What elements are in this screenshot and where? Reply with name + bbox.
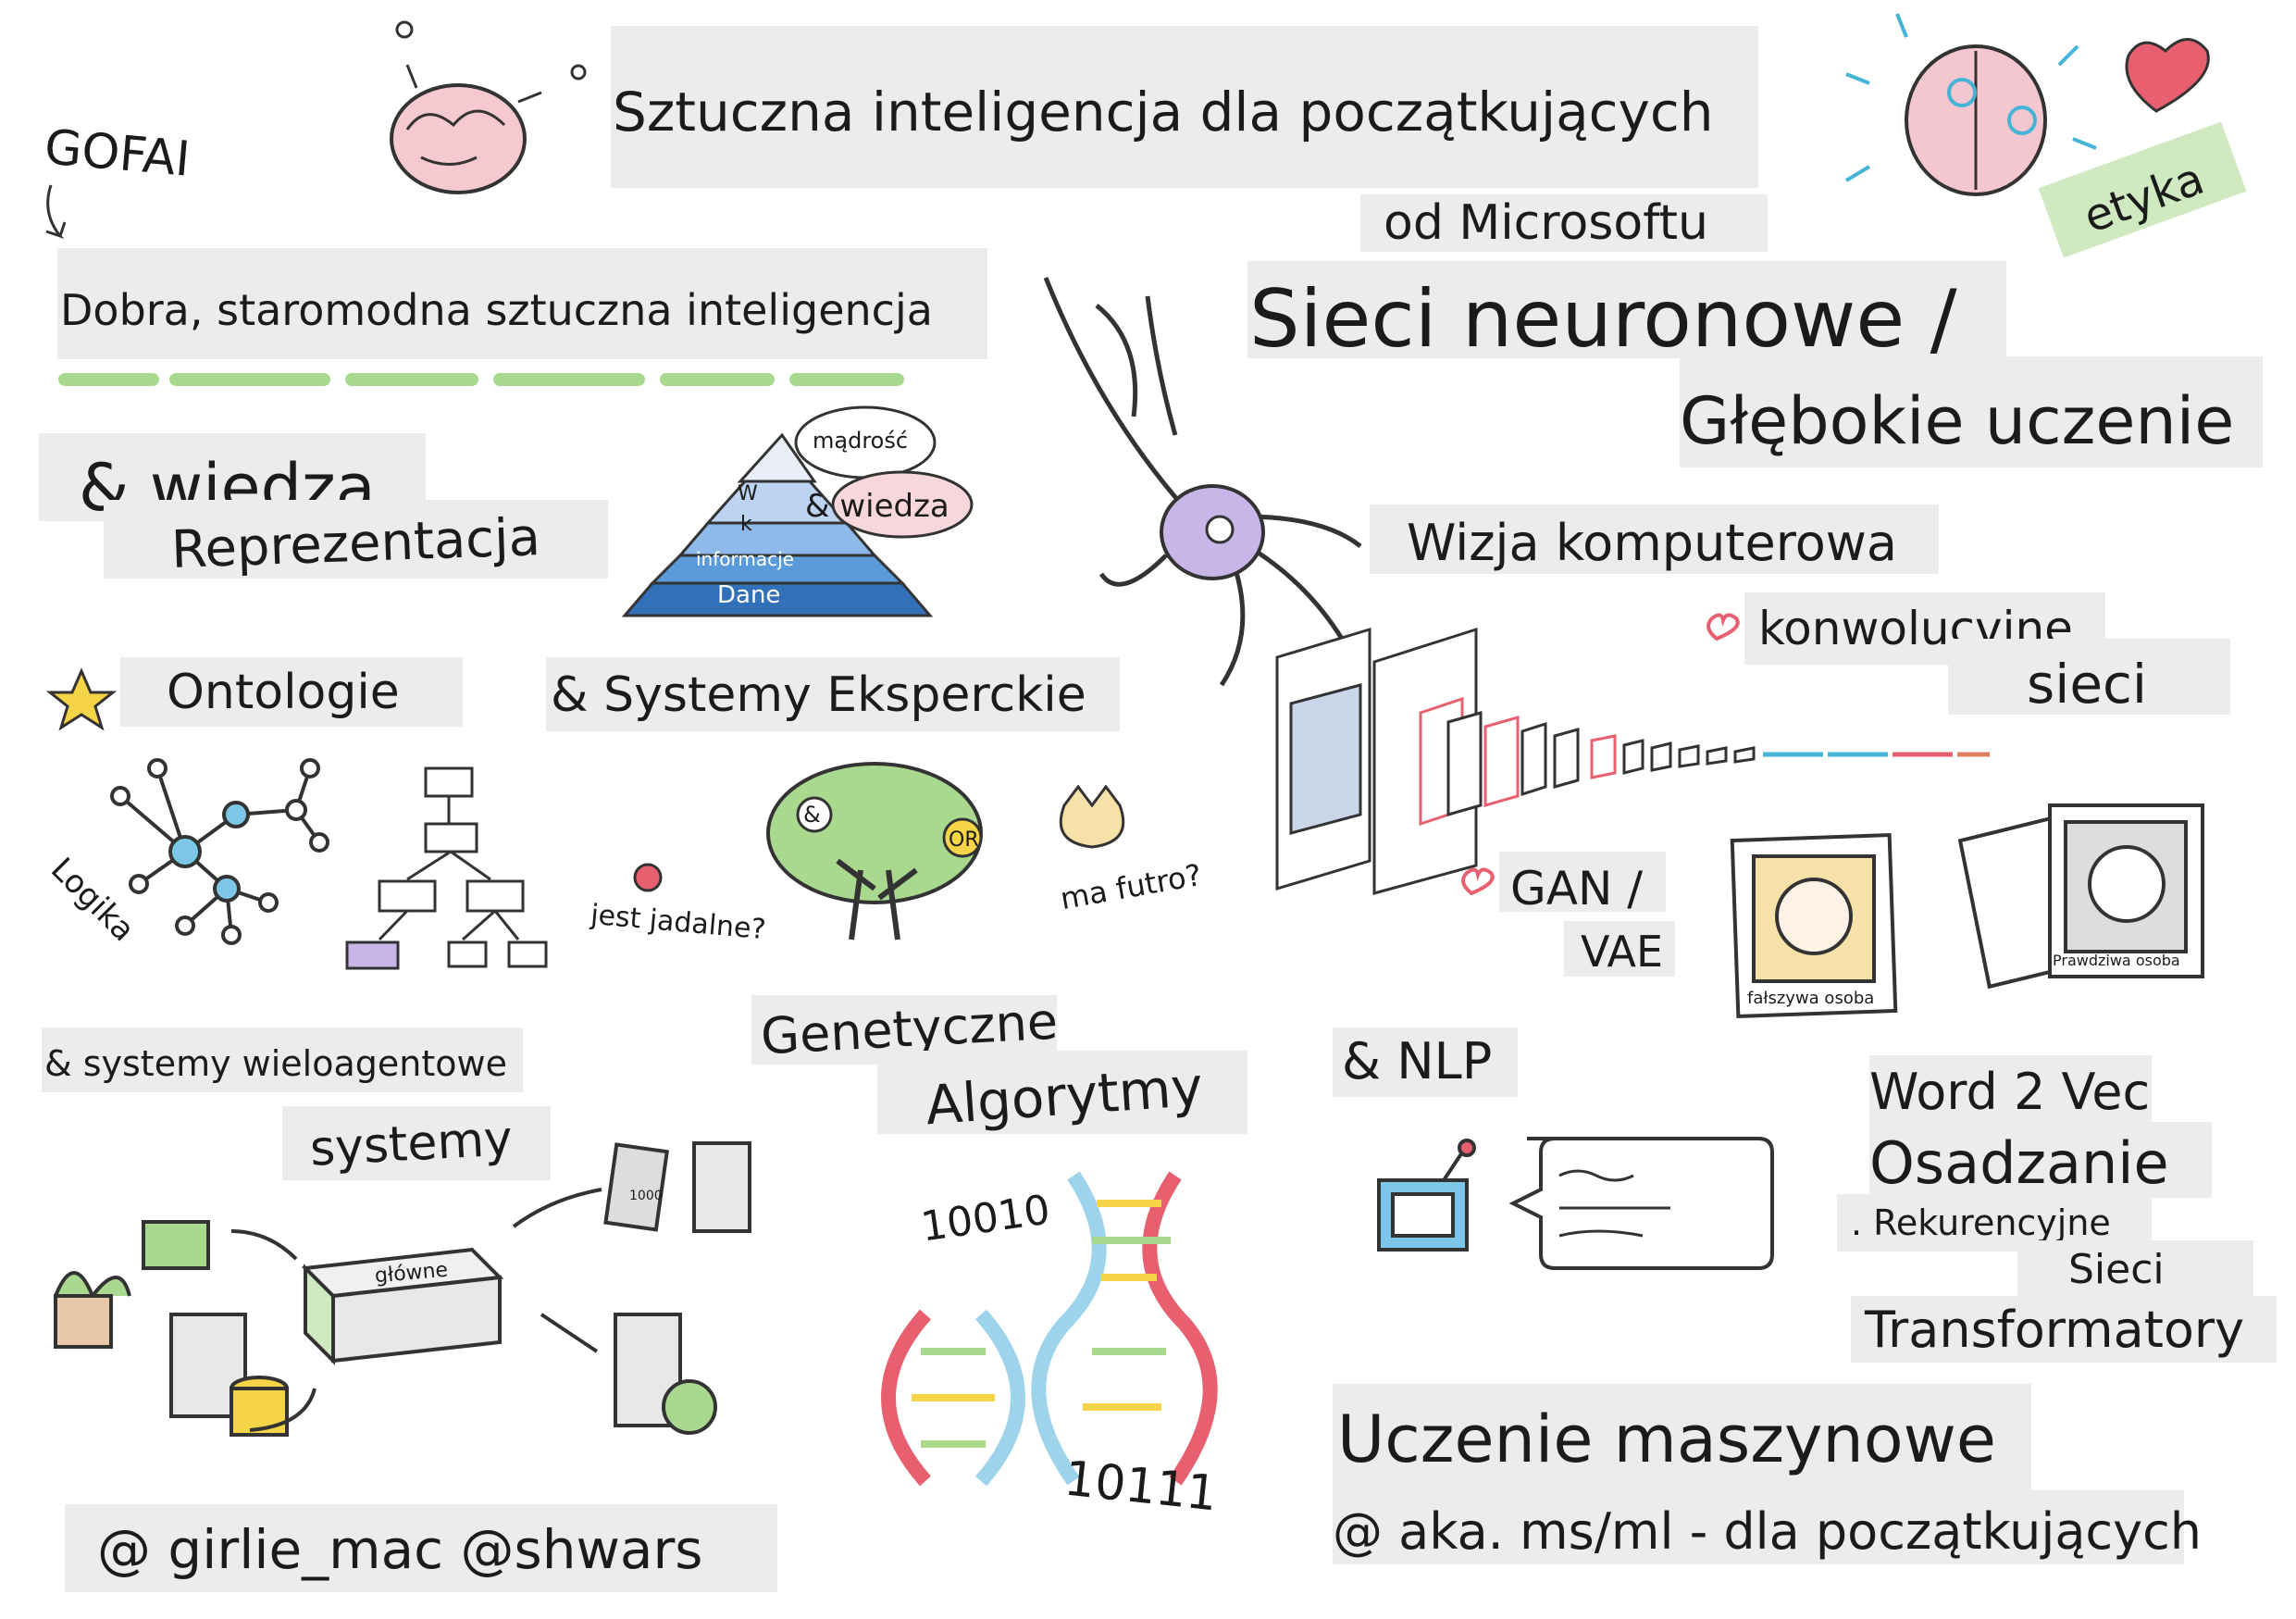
pyramid-data: Dane — [717, 581, 781, 609]
nlp-banner — [1333, 1027, 1518, 1097]
neuron-icon — [1043, 277, 1362, 687]
cnn-layers-icon — [1275, 627, 1990, 895]
or-node: OR — [949, 828, 979, 852]
vision-title: Wizja komputerowa — [1407, 514, 1898, 572]
representation-banner — [104, 500, 608, 579]
sieci2-banner — [2017, 1240, 2253, 1301]
deep-learning-banner — [1680, 356, 2263, 467]
dna-icon — [881, 1171, 1218, 1487]
nlp-item-embedding: Osadzanie — [1869, 1129, 2169, 1197]
ontology-title: Ontologie — [167, 665, 400, 720]
page-subtitle: od Microsoftu — [1384, 195, 1708, 251]
handle-banner — [65, 1504, 777, 1592]
neural-line2: Głębokie uczenie — [1680, 383, 2235, 459]
gofai-label: GOFAI — [42, 119, 192, 188]
ml-link[interactable]: @ aka. ms/ml - dla początkujących — [1333, 1502, 2202, 1561]
flowchart-icon — [345, 766, 548, 970]
nlp-title: & NLP — [1342, 1032, 1493, 1090]
gan-label: GAN / — [1510, 862, 1644, 915]
decision-tree-icon — [633, 762, 1125, 940]
nlp-item-transformers: Transformatory — [1865, 1301, 2245, 1359]
vae-banner — [1564, 921, 1675, 977]
ml-link-banner — [1333, 1490, 2184, 1564]
pyramid-information: informacje — [696, 548, 794, 570]
neural-line1: Sieci neuronowe / — [1249, 273, 1957, 366]
vae-label: VAE — [1581, 927, 1664, 977]
star-icon — [45, 667, 118, 731]
gan-banner — [1499, 852, 1666, 912]
wisdom-bubble: mądrość — [813, 428, 909, 454]
ml-title: Uczenie maszynowe — [1337, 1401, 1996, 1477]
algorithms-banner — [877, 1051, 1247, 1134]
heart-icon — [1706, 613, 1740, 641]
embedding-banner — [1869, 1122, 2212, 1198]
page-title: Sztuczna inteligencja dla początkujących — [613, 81, 1714, 143]
ontology-graph-icon — [110, 758, 329, 945]
multiagent-diagram-icon — [54, 1141, 751, 1437]
ml-banner — [1333, 1384, 2031, 1490]
knowledge-line2: Reprezentacja — [169, 507, 541, 580]
title-banner — [611, 26, 1758, 188]
multiagent-line2: systemy — [308, 1111, 515, 1177]
multiagent-banner — [42, 1027, 523, 1092]
pyramid-k: k — [740, 513, 752, 536]
real-person-label: Prawdziwa osoba — [2053, 952, 2180, 969]
brain-icon — [390, 20, 587, 194]
author-handles: @ girlie_mac @shwars — [97, 1518, 703, 1581]
knowledge-bubble: & wiedza — [805, 488, 949, 525]
chatbot-icon — [1377, 1137, 1774, 1270]
brain-heart-icon — [1844, 13, 2247, 258]
fake-person-label: fałszywa osoba — [1747, 989, 1875, 1008]
nlp-item-networks: Sieci — [2068, 1246, 2165, 1293]
sieci-banner — [1948, 639, 2230, 715]
gofai-full-label: Dobra, staromodna sztuczna inteligencja — [60, 285, 933, 335]
pyramid-icon — [621, 405, 974, 617]
subtitle-banner — [1360, 194, 1768, 252]
device-counter: 1000 — [629, 1189, 663, 1203]
and-node: & — [803, 802, 821, 828]
heart-icon — [1461, 867, 1495, 896]
nlp-item-recurrent: . Rekurencyjne — [1851, 1202, 2111, 1243]
gofai-banner — [57, 248, 987, 359]
vision-banner — [1370, 504, 1939, 574]
portraits-icon — [1730, 803, 2204, 1018]
expert-title: & Systemy Eksperckie — [551, 667, 1086, 723]
transformers-banner — [1851, 1296, 2277, 1363]
multiagent-line1: & systemy wieloagentowe — [44, 1043, 507, 1084]
expert-banner — [546, 657, 1120, 731]
arrow-icon — [45, 184, 67, 240]
conv-line2: sieci — [2027, 653, 2148, 716]
w2v-banner — [1869, 1055, 2152, 1122]
pyramid-w: W — [738, 482, 758, 505]
neural-banner — [1247, 261, 2006, 358]
systems-banner — [282, 1106, 551, 1180]
nlp-item-word2vec: Word 2 Vec — [1869, 1063, 2151, 1121]
ontology-banner — [120, 657, 463, 727]
